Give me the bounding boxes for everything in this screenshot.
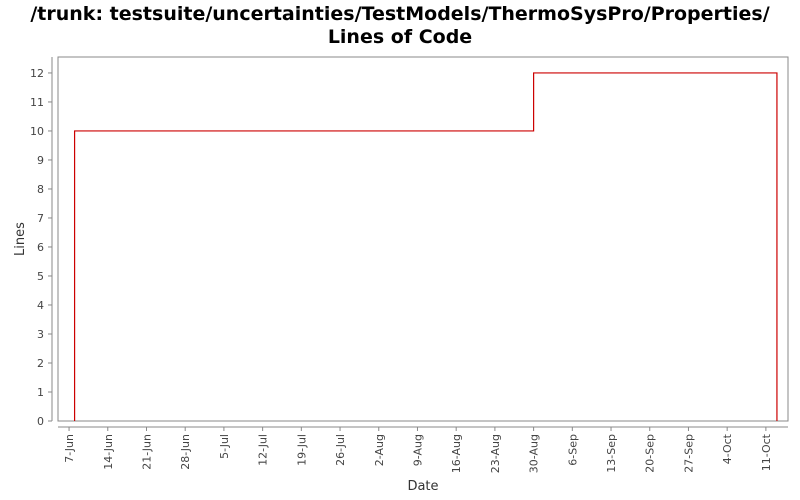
y-tick-label: 7 — [37, 212, 44, 225]
x-tick-label: 13-Sep — [605, 434, 618, 473]
y-tick-label: 2 — [37, 357, 44, 370]
x-tick-label: 21-Jun — [140, 434, 153, 470]
y-tick-label: 1 — [37, 386, 44, 399]
x-tick-label: 16-Aug — [450, 434, 463, 473]
data-line — [73, 72, 778, 421]
y-tick-label: 0 — [37, 415, 44, 428]
x-tick-label: 11-Oct — [760, 433, 773, 471]
chart-title: Lines of Code — [328, 26, 472, 48]
x-tick-label: 14-Jun — [102, 434, 115, 470]
y-tick-label: 9 — [37, 154, 44, 167]
y-axis-label: Lines — [13, 222, 28, 256]
y-tick-label: 4 — [37, 299, 44, 312]
y-tick-label: 11 — [30, 96, 44, 109]
chart-title: /trunk: testsuite/uncertainties/TestMode… — [30, 3, 769, 25]
x-tick-label: 12-Jul — [257, 434, 270, 466]
x-tick-label: 9-Aug — [411, 434, 424, 466]
y-tick-label: 5 — [37, 270, 44, 283]
x-tick-label: 4-Oct — [721, 433, 734, 464]
y-tick-label: 6 — [37, 241, 44, 254]
x-axis-label: Date — [407, 479, 438, 494]
x-tick-label: 7-Jun — [63, 434, 76, 463]
x-tick-label: 26-Jul — [334, 434, 347, 466]
y-tick-label: 3 — [37, 328, 44, 341]
x-tick-label: 5-Jul — [218, 434, 231, 459]
x-tick-label: 6-Sep — [566, 434, 579, 466]
y-tick-label: 10 — [30, 125, 44, 138]
x-tick-label: 19-Jul — [295, 434, 308, 466]
x-tick-label: 27-Sep — [682, 434, 695, 473]
x-tick-label: 2-Aug — [373, 434, 386, 466]
x-tick-label: 28-Jun — [179, 434, 192, 470]
y-tick-label: 8 — [37, 183, 44, 196]
x-tick-label: 30-Aug — [528, 434, 541, 473]
x-tick-label: 23-Aug — [489, 434, 502, 473]
x-tick-label: 20-Sep — [644, 434, 657, 473]
y-tick-label: 12 — [30, 67, 44, 80]
plot-area — [57, 56, 789, 422]
